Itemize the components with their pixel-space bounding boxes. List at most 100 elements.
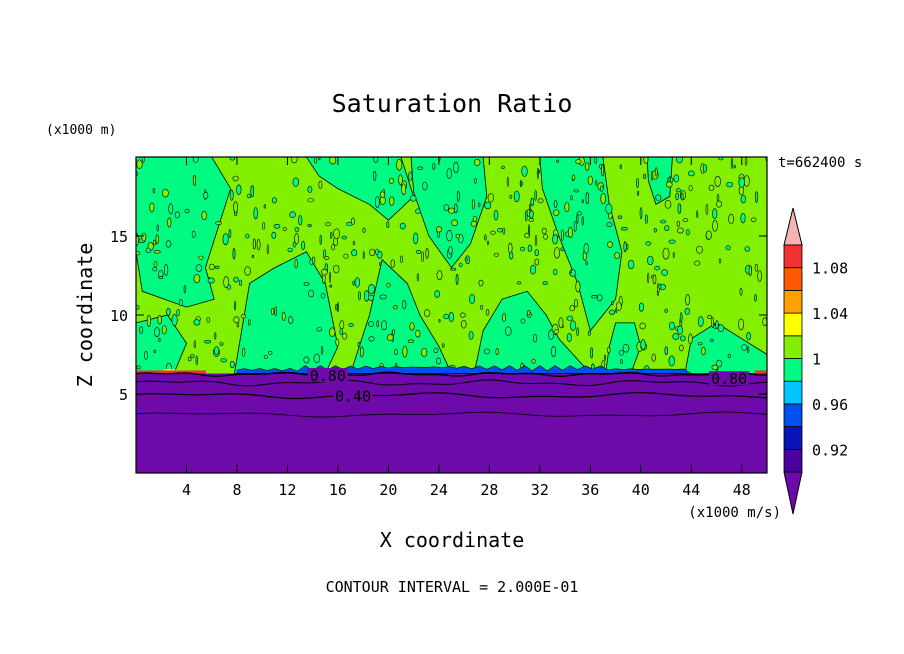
speckle-cell xyxy=(335,338,340,347)
speckle-cell xyxy=(389,177,394,184)
speckle-cell xyxy=(750,217,757,223)
speckle-cell xyxy=(352,280,356,286)
speckle-cell xyxy=(307,186,313,194)
speckle-cell xyxy=(694,260,701,266)
speckle-cell xyxy=(587,330,591,336)
speckle-cell xyxy=(483,348,491,355)
speckle-cell xyxy=(502,227,506,235)
speckle-cell xyxy=(627,259,635,270)
speckle-cell xyxy=(250,185,255,198)
speckle-cell xyxy=(538,170,541,174)
speckle-cell xyxy=(636,177,639,189)
speckle-cell xyxy=(673,174,680,183)
speckle-cell xyxy=(321,268,328,276)
speckle-cell xyxy=(519,246,526,252)
speckle-cell xyxy=(339,320,345,330)
speckle-cell xyxy=(744,157,748,166)
speckle-cell xyxy=(534,258,540,266)
speckle-cell xyxy=(253,207,258,220)
speckle-cell xyxy=(351,249,358,257)
colorbar-swatch xyxy=(783,403,803,427)
speckle-cell xyxy=(748,265,752,277)
speckle-cell xyxy=(746,331,751,341)
speckle-cell xyxy=(274,306,278,316)
speckle-cell xyxy=(292,177,299,187)
speckle-cell xyxy=(318,157,321,161)
speckle-cell xyxy=(229,157,236,161)
speckle-cell xyxy=(664,308,668,313)
speckle-cell xyxy=(664,225,670,232)
speckle-cell xyxy=(161,325,167,335)
speckle-cell xyxy=(187,356,192,362)
speckle-cell xyxy=(195,264,203,272)
speckle-cell xyxy=(617,215,623,219)
speckle-cell xyxy=(204,340,211,344)
speckle-cell xyxy=(425,248,429,259)
speckle-cell xyxy=(715,359,723,368)
speckle-cell xyxy=(585,261,588,266)
speckle-cell xyxy=(711,316,715,328)
speckle-cell xyxy=(271,197,277,204)
speckle-cell xyxy=(527,244,533,252)
speckle-cell xyxy=(552,234,558,245)
speckle-cell xyxy=(400,255,403,263)
speckle-cell xyxy=(571,174,576,181)
speckle-cell xyxy=(446,230,453,242)
speckle-cell xyxy=(621,227,628,231)
speckle-cell xyxy=(455,273,459,286)
speckle-cell xyxy=(609,309,615,315)
speckle-cell xyxy=(711,364,719,371)
colorbar-swatch xyxy=(783,244,803,269)
speckle-cell xyxy=(379,191,386,198)
speckle-cell xyxy=(162,188,169,198)
speckle-cell xyxy=(664,200,672,209)
speckle-cell xyxy=(490,230,496,235)
speckle-cell xyxy=(647,272,650,284)
speckle-cell xyxy=(136,365,141,370)
speckle-cell xyxy=(421,347,428,357)
speckle-cell xyxy=(233,316,240,324)
y-tick-label: 15 xyxy=(110,228,128,246)
speckle-cell xyxy=(219,342,224,346)
speckle-cell xyxy=(553,199,558,208)
speckle-cell xyxy=(178,299,183,307)
speckle-cell xyxy=(386,334,394,341)
speckle-cell xyxy=(215,221,222,225)
speckle-cell xyxy=(165,240,172,248)
speckle-cell xyxy=(399,222,406,230)
speckle-cell xyxy=(645,241,652,246)
speckle-cell xyxy=(725,245,731,251)
colorbar-label: 1 xyxy=(812,351,821,369)
speckle-cell xyxy=(669,321,675,331)
speckle-cell xyxy=(654,167,658,177)
speckle-cell xyxy=(369,248,376,257)
speckle-cell xyxy=(145,247,152,254)
speckle-cell xyxy=(606,222,613,227)
x-tick-label: 4 xyxy=(182,481,191,499)
speckle-cell xyxy=(273,224,281,229)
speckle-cell xyxy=(600,192,606,205)
colorbar-label: 1.08 xyxy=(812,260,848,278)
speckle-cell xyxy=(560,247,565,252)
speckle-cell xyxy=(271,307,275,315)
speckle-cell xyxy=(287,247,293,253)
speckle-cell xyxy=(443,313,450,320)
speckle-cell xyxy=(639,322,646,330)
speckle-cell xyxy=(534,189,537,201)
speckle-cell xyxy=(144,350,148,361)
speckle-cell xyxy=(520,181,523,186)
speckle-cell xyxy=(202,191,209,199)
speckle-cell xyxy=(573,298,578,308)
speckle-cell xyxy=(266,244,269,255)
speckle-cell xyxy=(614,252,620,259)
speckle-cell xyxy=(352,240,356,246)
speckle-cell xyxy=(215,265,220,270)
speckle-cell xyxy=(413,232,419,245)
contour-line xyxy=(136,379,767,387)
speckle-cell xyxy=(153,239,157,246)
contour-label: 0.40 xyxy=(335,388,371,406)
speckle-cell xyxy=(548,329,554,340)
speckle-cell xyxy=(531,358,536,364)
x-unit-label: (x1000 m/s) xyxy=(688,505,781,521)
